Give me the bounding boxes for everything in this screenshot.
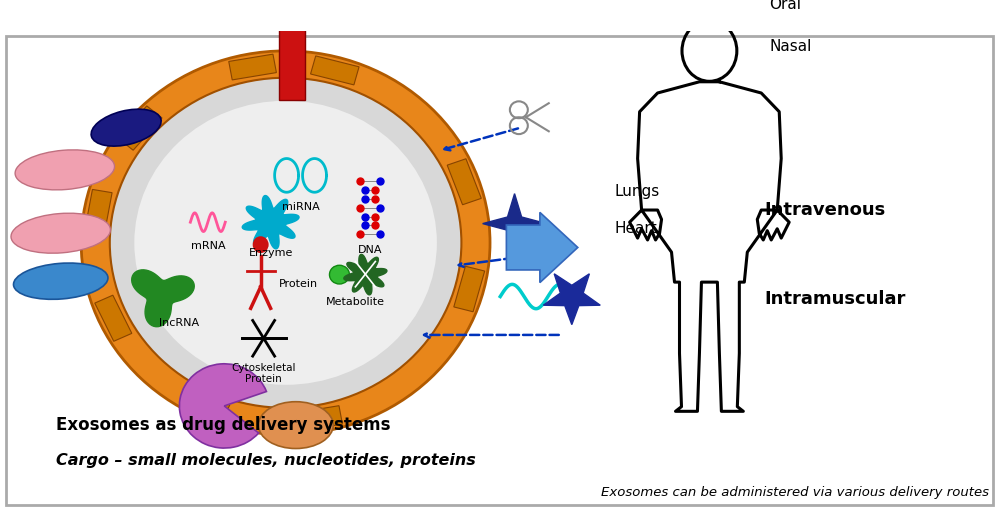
Polygon shape — [295, 406, 343, 431]
Ellipse shape — [14, 263, 108, 299]
Ellipse shape — [91, 109, 161, 146]
Text: Enzyme: Enzyme — [249, 248, 293, 259]
Text: Cargo – small molecules, nucleotides, proteins: Cargo – small molecules, nucleotides, pr… — [56, 453, 476, 469]
Polygon shape — [311, 56, 359, 85]
Polygon shape — [448, 159, 482, 205]
Polygon shape — [85, 190, 112, 234]
Polygon shape — [344, 254, 387, 295]
Text: mRNA: mRNA — [191, 241, 225, 251]
Text: Cytoskeletal
Protein: Cytoskeletal Protein — [232, 363, 296, 384]
Polygon shape — [242, 196, 299, 249]
Text: Oral: Oral — [769, 0, 801, 12]
Text: Intramuscular: Intramuscular — [764, 290, 906, 308]
Text: Exosomes can be administered via various delivery routes: Exosomes can be administered via various… — [600, 486, 989, 499]
Wedge shape — [180, 364, 267, 448]
Text: Lungs: Lungs — [614, 184, 660, 199]
Polygon shape — [181, 387, 230, 422]
Polygon shape — [229, 54, 277, 80]
Ellipse shape — [134, 101, 437, 385]
Text: DNA: DNA — [358, 245, 383, 254]
Ellipse shape — [259, 402, 334, 449]
Polygon shape — [118, 106, 162, 150]
Ellipse shape — [11, 213, 111, 253]
Ellipse shape — [253, 236, 269, 253]
Polygon shape — [454, 266, 485, 312]
Polygon shape — [543, 274, 600, 324]
Text: Exosomes as drug delivery systems: Exosomes as drug delivery systems — [56, 416, 391, 434]
Ellipse shape — [330, 265, 350, 284]
Text: Protein: Protein — [279, 279, 318, 289]
Polygon shape — [132, 270, 194, 327]
Ellipse shape — [15, 150, 115, 190]
Polygon shape — [95, 295, 132, 341]
Ellipse shape — [81, 51, 491, 435]
Text: miRNA: miRNA — [282, 202, 320, 212]
Text: Heart: Heart — [614, 221, 657, 236]
Text: Nasal: Nasal — [769, 39, 811, 54]
Text: Metabolite: Metabolite — [326, 297, 385, 307]
Text: Intravenous: Intravenous — [764, 201, 885, 219]
FancyArrow shape — [506, 213, 577, 283]
FancyBboxPatch shape — [6, 36, 993, 505]
Bar — [280, 20, 306, 100]
Polygon shape — [483, 194, 546, 253]
Ellipse shape — [110, 78, 462, 408]
Text: lncRNA: lncRNA — [159, 318, 199, 328]
